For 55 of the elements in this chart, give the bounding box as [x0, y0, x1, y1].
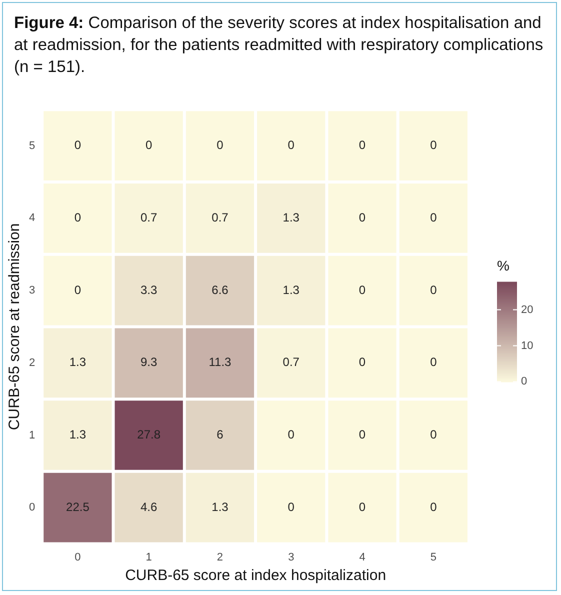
color-bar-label: 10 [521, 340, 534, 352]
data-label: 0.7 [212, 210, 229, 224]
data-label: 22.5 [66, 500, 90, 514]
y-tick-label: 4 [28, 212, 36, 224]
data-label: 9.3 [140, 355, 158, 370]
data-label: 0 [358, 138, 366, 152]
y-tick-label: 5 [28, 140, 36, 152]
data-label: 0 [288, 500, 295, 514]
data-label: 0 [145, 138, 152, 152]
data-label: 0 [430, 210, 438, 224]
data-label: 1.3 [212, 500, 229, 514]
data-label: 0 [358, 355, 366, 370]
data-label: 1.3 [69, 355, 86, 370]
color-bar-title: % [497, 258, 510, 274]
data-label: 0 [430, 138, 438, 152]
data-label: 0 [288, 428, 295, 442]
x-tick-label: 2 [216, 551, 224, 564]
color-bar-label: 0 [521, 376, 528, 388]
data-label: 0 [358, 500, 366, 514]
data-label: 0.7 [140, 210, 158, 224]
data-label: 4.6 [140, 500, 158, 514]
data-label: 1.3 [69, 428, 86, 442]
data-label: 0.7 [282, 355, 300, 370]
x-tick-label: 5 [430, 551, 436, 564]
x-tick-label: 0 [74, 551, 81, 564]
color-bar-label: 20 [521, 304, 534, 316]
data-label: 0 [358, 428, 366, 442]
data-label: 0 [74, 282, 82, 297]
data-label: 0 [74, 138, 82, 152]
data-label: 0 [74, 210, 82, 224]
data-label: 0 [288, 138, 295, 152]
y-tick-label: 1 [28, 429, 36, 442]
y-axis-title: CURB-65 score at readmission [6, 223, 24, 430]
x-tick-label: 3 [288, 551, 294, 564]
data-label: 0 [430, 282, 438, 297]
data-label: 0 [430, 355, 438, 370]
data-label: 6.6 [212, 282, 229, 297]
chart-title: Figure 4: Comparison of the severity scores at index hospitalisation and at readmission, for the patients readmitted with respiratory complications (n = 151). [14, 13, 544, 78]
y-tick-label: 2 [28, 356, 36, 369]
x-tick-label: 4 [359, 551, 366, 564]
data-label: 0 [430, 428, 438, 442]
x-tick-label: 1 [146, 551, 152, 564]
data-label: 27.8 [137, 428, 161, 442]
y-tick-label: 3 [28, 284, 36, 297]
data-label: 1.3 [282, 282, 300, 297]
data-label: 3.3 [140, 282, 158, 297]
y-tick-label: 0 [28, 502, 36, 514]
data-label: 0 [358, 282, 366, 297]
data-label: 11.3 [208, 355, 232, 370]
data-label: 0 [430, 500, 438, 514]
data-label: 1.3 [282, 210, 300, 224]
data-label: 0 [216, 138, 224, 152]
x-axis-title: CURB-65 score at index hospitalization [125, 567, 386, 584]
data-label: 6 [216, 428, 224, 442]
data-label: 0 [358, 210, 366, 224]
